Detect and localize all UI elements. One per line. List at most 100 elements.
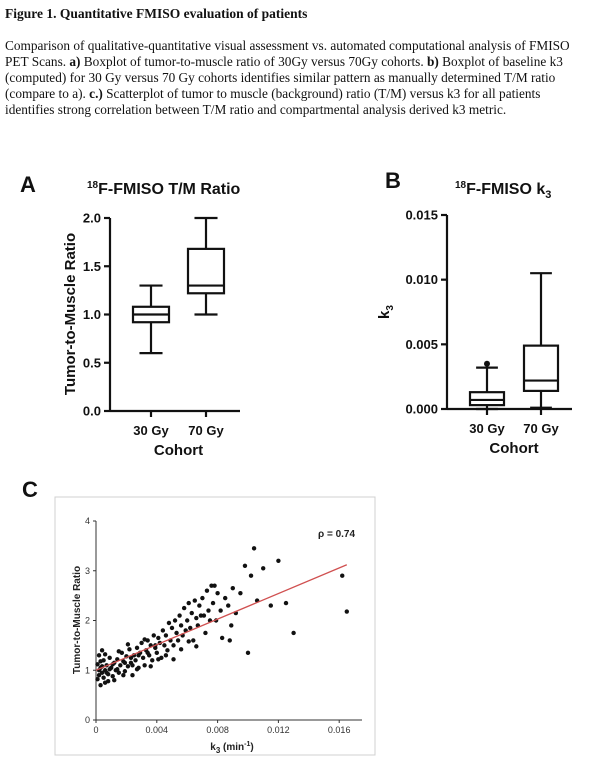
caption-c-text: Scatterplot of tumor to muscle (backgrou… (5, 86, 541, 117)
panel-c-point (104, 670, 109, 675)
panel-c-point (276, 558, 281, 563)
panel-c-point (134, 645, 140, 651)
panel-c-point (177, 613, 182, 618)
panel-c-point (156, 657, 161, 662)
panel-b-x-tick-label: 30 Gy (469, 421, 505, 436)
panel-c-point (226, 603, 231, 608)
panel-c-y-tick-label: 0 (85, 715, 90, 725)
panel-c-point (283, 600, 289, 606)
panel-c-point (175, 638, 181, 643)
panel-a-y-tick-label: 0.0 (83, 404, 101, 419)
panel-c-point (344, 609, 349, 614)
panel-c-point (186, 639, 191, 644)
panel-c-point (194, 644, 199, 649)
panel-c-point (142, 637, 147, 642)
panel-c-point (200, 595, 205, 601)
panel-a-title-rest: F-FMISO T/M Ratio (98, 181, 240, 198)
panel-c-point (242, 563, 248, 568)
panel-c-point (171, 657, 176, 662)
panel-c: C 0 1 2 3 4 0 0.004 0.008 0.012 0.016 ρ = 0.74 Tumo… (22, 477, 376, 756)
panel-c-point (102, 680, 108, 685)
panel-c-point (212, 583, 217, 588)
panel-c-x-label: k3 (min-1) (210, 741, 253, 755)
panel-c-point (116, 670, 122, 675)
caption-a-text: Boxplot of tumor-to-muscle ratio of 30Gy… (80, 54, 427, 69)
panel-b-y-label-main: k (376, 310, 393, 319)
panel-c-x-tick-label: 0.008 (206, 725, 229, 735)
panel-c-x-tick-label: 0.012 (267, 725, 290, 735)
panel-c-point (125, 642, 131, 647)
panel-c-x-tick-label: 0.004 (146, 725, 169, 735)
panel-c-point (251, 546, 257, 551)
panel-c-point (121, 673, 126, 678)
caption-intro: Comparison of qualitative-quantitative v… (5, 38, 570, 69)
panel-c-point (219, 635, 225, 641)
panel-c-point (112, 678, 117, 683)
panel-c-point (229, 623, 234, 628)
panel-c-point (162, 643, 167, 648)
panel-c-point (98, 682, 103, 688)
panel-c-annotation: ρ = 0.74 (318, 529, 355, 540)
panel-c-point (150, 658, 155, 663)
panel-a-y-tick-label: 2.0 (83, 211, 101, 226)
panel-b-y-tick-label: 0.010 (405, 272, 438, 287)
panel-c-point (169, 625, 175, 631)
panel-c-x-label-unit-pre: (min (220, 742, 244, 753)
panel-c-point (178, 623, 184, 628)
panel-c-y-tick-label: 3 (85, 566, 90, 576)
panel-c-point (238, 590, 243, 596)
panel-c-point (230, 585, 235, 591)
panel-c-point (191, 638, 196, 643)
panel-c-point (140, 655, 146, 661)
panel-c-point (142, 663, 147, 668)
panel-c-point (122, 660, 128, 665)
panel-a-title-sup: 18 (87, 180, 99, 191)
panel-b-box (522, 344, 560, 392)
panel-c-point (96, 673, 102, 678)
panel-c-point (178, 647, 184, 652)
panel-a: A 18F-FMISO T/M Ratio 0.0 0.5 1.0 1.5 2.0 30 … (20, 172, 241, 459)
panel-a-x-tick-label: 70 Gy (188, 423, 224, 438)
panel-c-point (198, 613, 204, 618)
panel-b-y-tick-label: 0.005 (405, 337, 438, 352)
panel-c-point (95, 677, 100, 682)
caption-b-text: Boxplot of baseline k3 (computed) for 30… (5, 54, 563, 101)
panel-c-point (340, 573, 345, 578)
panel-c-letter: C (22, 477, 38, 502)
figure-caption: Comparison of qualitative-quantitative v… (5, 38, 593, 118)
panel-c-point (245, 650, 251, 656)
panel-c-point (291, 630, 296, 636)
panel-c-point (163, 633, 169, 638)
panel-b-letter: B (385, 168, 401, 193)
panel-c-point (163, 653, 169, 658)
panel-c-point (171, 643, 176, 648)
panel-c-point (99, 648, 105, 653)
panel-c-point (134, 667, 140, 672)
panel-c-point (115, 667, 120, 672)
panel-c-point (186, 600, 191, 606)
panel-c-point (130, 673, 135, 678)
panel-c-x-label-unit-sup: -1 (244, 741, 250, 748)
panel-c-point (248, 573, 254, 578)
panel-c-point (165, 648, 170, 653)
panel-c-x-label-unit-post: ) (250, 742, 253, 753)
panel-b-x-label: Cohort (489, 440, 538, 457)
panel-c-point (139, 640, 144, 646)
panel-c-point (98, 659, 103, 664)
panel-c-point (210, 600, 216, 606)
panel-c-point (110, 674, 115, 679)
panel-a-x-label: Cohort (154, 442, 203, 459)
panel-c-point (145, 650, 150, 656)
panel-c-point (107, 667, 112, 672)
panel-b-y-tick-label: 0.015 (405, 208, 438, 223)
panel-b-title-sub: 3 (545, 189, 551, 201)
panel-b-title-rest: F-FMISO k (466, 181, 545, 198)
panel-a-title: 18F-FMISO T/M Ratio (87, 180, 241, 198)
panel-c-point (181, 605, 187, 611)
panel-c-point (136, 653, 141, 658)
panel-a-y-tick-label: 1.5 (83, 259, 101, 274)
panel-c-point (174, 630, 179, 636)
panel-b-y-tick-label: 0.000 (405, 402, 438, 417)
